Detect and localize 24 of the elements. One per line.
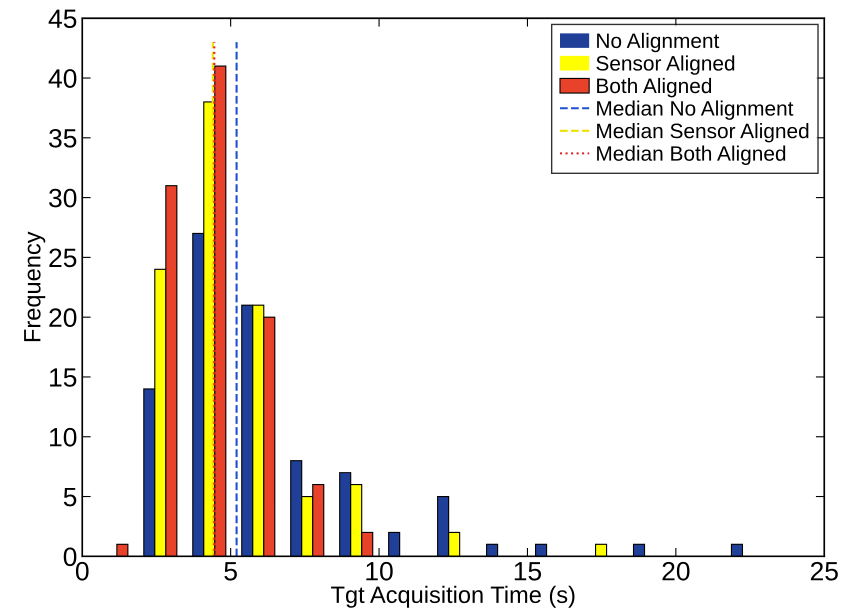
legend-label: Median No Alignment [597,100,794,120]
y-tick-label: 25 [49,248,76,268]
y-tick-label: 30 [49,188,76,208]
legend-label: Median Sensor Aligned [597,123,808,142]
y-tick-label: 20 [49,308,76,327]
y-tick-label: 5 [64,488,76,506]
legend-label: Median Both Aligned [597,146,786,165]
y-tick-label: 15 [50,368,76,387]
x-axis-title: Tgt Acquisition Time (s) [331,586,574,608]
y-tick-label: 40 [48,69,76,88]
y-tick-label: 35 [49,128,76,148]
y-tick-label: 0 [64,547,76,566]
y-axis-title: Frequency [24,232,46,342]
x-tick-label: 25 [810,562,838,581]
x-tick-label: 20 [662,562,690,581]
y-tick-label: 45 [48,10,76,28]
x-tick-label: 5 [224,562,237,581]
legend-label: No Alignment [597,32,720,52]
x-tick-label: 10 [366,562,393,581]
y-tick-label: 10 [50,428,76,447]
legend-label: Sensor Aligned [596,55,734,75]
x-tick-label: 15 [514,562,542,581]
x-tick-label: 0 [76,562,89,581]
legend-label: Both Aligned [597,78,712,98]
